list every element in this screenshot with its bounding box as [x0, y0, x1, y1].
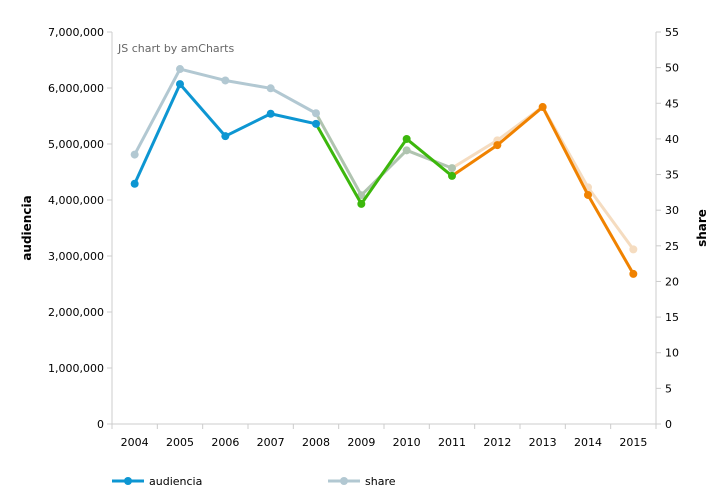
y-tick-label: 2,000,000: [48, 306, 104, 319]
share-line-segment: [133, 68, 182, 156]
audiencia-point: [312, 119, 320, 128]
share-line-segment: [179, 67, 226, 82]
share-point: [629, 245, 638, 254]
share-point: [312, 109, 320, 118]
legend-share-label[interactable]: share: [365, 475, 396, 488]
audiencia-point: [584, 190, 592, 199]
share-point: [130, 150, 139, 159]
audiencia-point: [538, 103, 547, 112]
y-axis-title: audiencia: [20, 195, 34, 260]
x-tick-label: 2012: [483, 436, 511, 449]
y-tick-label: 5,000,000: [48, 138, 104, 151]
audiencia-point: [402, 134, 411, 143]
x-tick-label: 2009: [347, 436, 375, 449]
audiencia-line-segment: [541, 106, 590, 196]
share-line-segment: [269, 86, 317, 115]
x-tick-label: 2010: [393, 436, 421, 449]
share-point: [176, 65, 184, 74]
y2-tick-label: 45: [665, 97, 679, 110]
y2-tick-label: 20: [665, 275, 679, 288]
y2-axis-title: share: [695, 209, 709, 247]
share-line-segment: [225, 78, 271, 90]
audiencia-point: [266, 109, 275, 118]
legend-audiencia-label[interactable]: audiencia: [149, 475, 202, 488]
share-line-segment: [586, 186, 635, 251]
audiencia-line-segment: [224, 112, 272, 138]
y-tick-label: 7,000,000: [48, 26, 104, 39]
audiencia-point: [176, 80, 184, 89]
y2-tick-label: 15: [665, 311, 679, 324]
y2-tick-label: 55: [665, 26, 679, 39]
audiencia-point: [357, 199, 366, 208]
x-tick-label: 2014: [574, 436, 602, 449]
y2-tick-label: 0: [665, 418, 672, 431]
chart-credit: JS chart by amCharts: [117, 42, 234, 55]
audiencia-line-segment: [133, 83, 182, 185]
y2-tick-label: 35: [665, 169, 679, 182]
audiencia-line-segment: [586, 194, 635, 275]
x-tick-label: 2006: [211, 436, 239, 449]
y2-tick-label: 50: [665, 62, 679, 75]
share-point: [266, 84, 275, 93]
audiencia-point: [448, 171, 456, 180]
y-tick-label: 3,000,000: [48, 250, 104, 263]
share-line-segment: [451, 139, 499, 170]
x-tick-label: 2004: [121, 436, 149, 449]
y2-tick-label: 25: [665, 240, 679, 253]
x-tick-label: 2008: [302, 436, 330, 449]
audiencia-point: [130, 179, 139, 188]
legend-audiencia-marker: [124, 477, 132, 485]
y-tick-label: 6,000,000: [48, 82, 104, 95]
share-point: [221, 76, 230, 85]
x-tick-label: 2007: [257, 436, 285, 449]
y-tick-label: 0: [97, 418, 104, 431]
x-tick-label: 2005: [166, 436, 194, 449]
share-line-segment: [314, 112, 363, 196]
legend-share-marker: [340, 477, 348, 485]
y-tick-label: 1,000,000: [48, 362, 104, 375]
share-point: [402, 146, 411, 155]
audiencia-line-segment: [496, 105, 544, 147]
y2-tick-label: 40: [665, 133, 679, 146]
share-point: [357, 191, 366, 200]
y2-tick-label: 10: [665, 347, 679, 360]
y-tick-label: 4,000,000: [48, 194, 104, 207]
audiencia-point: [221, 132, 230, 141]
audiencia-line-segment: [451, 143, 499, 178]
x-tick-label: 2015: [619, 436, 647, 449]
y2-tick-label: 5: [665, 382, 672, 395]
x-tick-label: 2011: [438, 436, 466, 449]
audiencia-point: [629, 269, 638, 278]
audiencia-line-segment: [270, 112, 317, 126]
audiencia-line-segment: [405, 137, 453, 178]
x-tick-label: 2013: [529, 436, 557, 449]
audiencia-line-segment: [314, 123, 363, 205]
audiencia-line-segment: [360, 138, 408, 205]
share-point: [448, 164, 456, 173]
audiencia-point: [493, 141, 502, 150]
audiencia-line-segment: [178, 83, 227, 138]
y2-tick-label: 30: [665, 204, 679, 217]
